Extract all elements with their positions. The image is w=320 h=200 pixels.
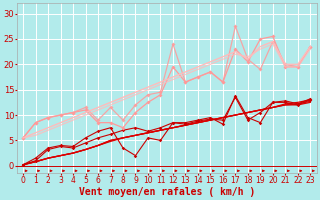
X-axis label: Vent moyen/en rafales ( km/h ): Vent moyen/en rafales ( km/h ): [79, 187, 255, 197]
